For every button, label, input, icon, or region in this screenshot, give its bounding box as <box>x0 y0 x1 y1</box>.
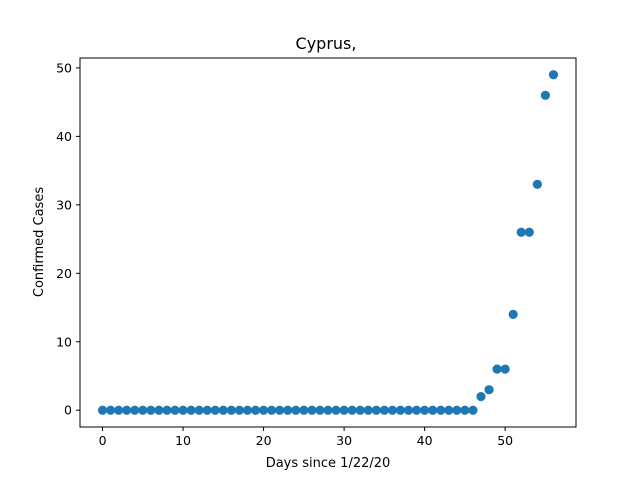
data-point <box>114 405 124 415</box>
data-point <box>516 227 526 237</box>
data-point <box>468 405 478 415</box>
data-point <box>331 405 341 415</box>
data-point <box>178 405 188 415</box>
plot-frame <box>79 57 577 428</box>
data-point <box>283 405 293 415</box>
data-point <box>234 405 245 415</box>
data-point <box>250 405 261 415</box>
data-point <box>323 405 333 415</box>
scatter-points <box>97 70 559 415</box>
data-point <box>460 405 470 415</box>
data-point <box>371 405 381 415</box>
data-point <box>186 405 196 415</box>
data-point <box>138 405 148 415</box>
data-point <box>492 364 502 374</box>
y-tick-label: 20 <box>56 266 72 281</box>
data-point <box>210 405 220 415</box>
data-point <box>548 70 559 80</box>
data-point <box>202 405 212 415</box>
data-point <box>524 227 534 237</box>
y-tick-label: 0 <box>64 403 72 418</box>
data-point <box>347 405 357 415</box>
data-point <box>291 405 301 415</box>
data-point <box>387 405 398 415</box>
data-point <box>339 405 349 415</box>
data-point <box>411 405 422 415</box>
y-axis-label: Confirmed Cases <box>32 187 47 297</box>
x-axis-ticks: 0 10 20 30 40 50 <box>99 427 513 448</box>
data-point <box>299 405 309 415</box>
data-point <box>540 90 551 100</box>
data-point <box>532 179 542 189</box>
x-tick-label: 10 <box>175 433 191 448</box>
data-point <box>508 309 518 319</box>
data-point <box>258 405 269 415</box>
data-point <box>403 405 414 415</box>
x-tick-label: 50 <box>497 433 513 448</box>
data-point <box>218 405 228 415</box>
x-tick-label: 20 <box>256 433 272 448</box>
data-point <box>154 405 164 415</box>
data-point <box>162 405 172 415</box>
y-axis-ticks: 0 10 20 30 40 50 <box>56 60 80 418</box>
data-point <box>275 405 285 415</box>
data-point <box>363 405 373 415</box>
data-point <box>307 405 317 415</box>
x-axis-label: Days since 1/22/20 <box>266 456 391 471</box>
data-point <box>484 385 494 395</box>
data-point <box>500 364 510 374</box>
y-tick-label: 10 <box>56 334 72 349</box>
data-point <box>379 405 389 415</box>
data-point <box>452 405 462 415</box>
x-tick-label: 0 <box>99 433 107 448</box>
y-tick-label: 50 <box>56 60 72 75</box>
data-point <box>122 405 132 415</box>
data-point <box>242 405 253 415</box>
chart-title: Cyprus, <box>296 34 357 53</box>
data-point <box>315 405 325 415</box>
data-point <box>97 405 108 415</box>
data-point <box>355 405 365 415</box>
y-tick-label: 30 <box>56 197 72 212</box>
data-point <box>395 405 406 415</box>
y-tick-label: 40 <box>56 129 72 144</box>
data-point <box>436 405 446 415</box>
data-point <box>194 405 204 415</box>
data-point <box>130 405 140 415</box>
data-point <box>226 405 236 415</box>
data-point <box>444 405 454 415</box>
x-tick-label: 30 <box>336 433 352 448</box>
data-point <box>106 405 116 415</box>
data-point <box>420 405 430 415</box>
data-point <box>267 405 277 415</box>
data-point <box>146 405 156 415</box>
data-point <box>428 405 438 415</box>
data-point <box>170 405 180 415</box>
data-point <box>476 391 486 402</box>
x-tick-label: 40 <box>417 433 433 448</box>
